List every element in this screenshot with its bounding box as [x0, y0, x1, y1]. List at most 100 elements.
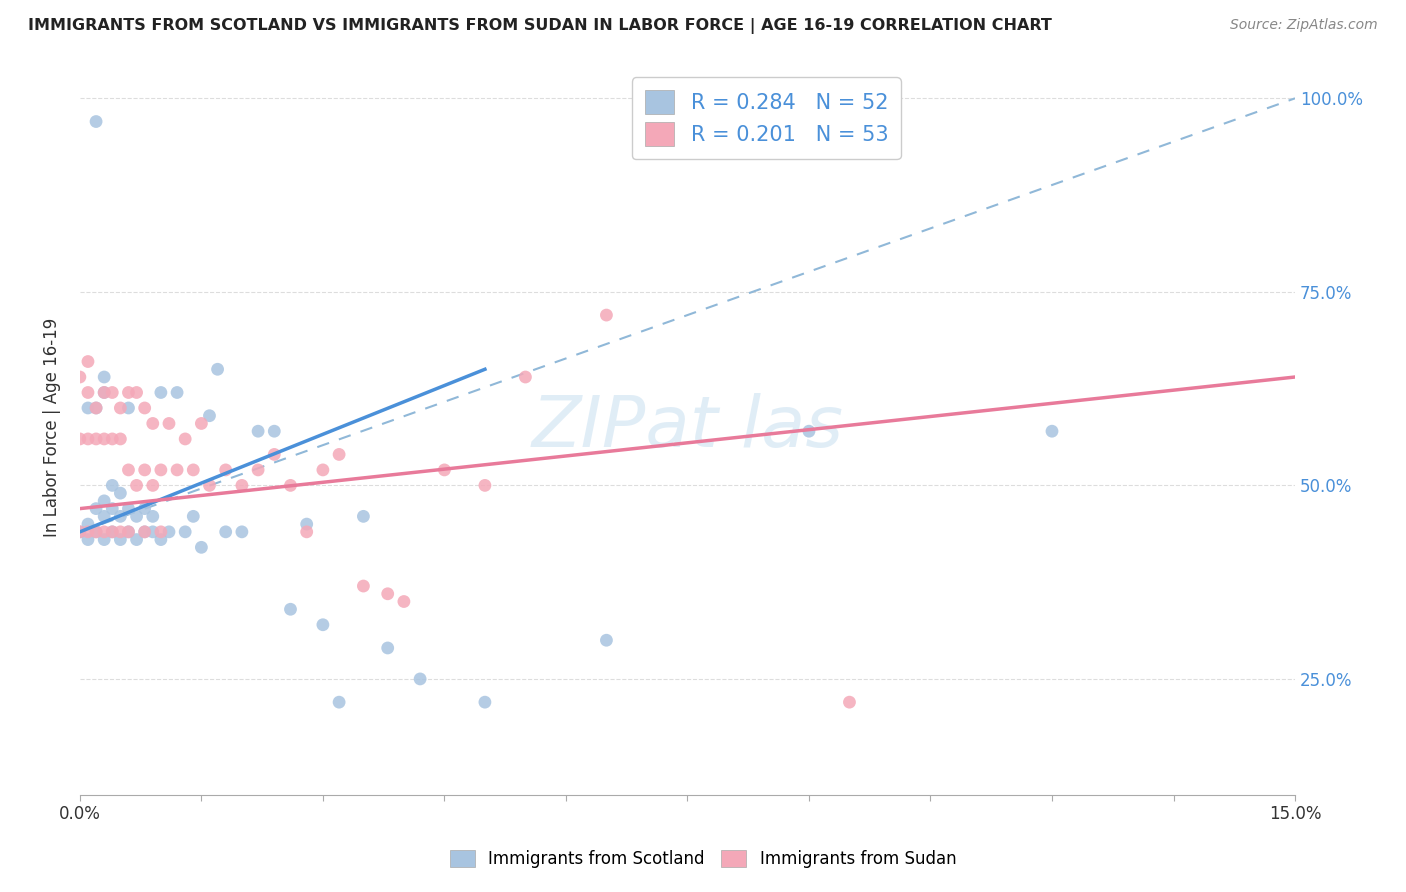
Point: [215, 524, 238, 539]
Point: [190, 541, 212, 555]
Point: [125, 533, 148, 547]
Point: [409, 672, 432, 686]
Point: [328, 695, 350, 709]
Point: [166, 463, 188, 477]
Point: [595, 308, 617, 322]
Point: [181, 509, 204, 524]
Point: [125, 509, 148, 524]
Point: [84, 401, 107, 415]
Point: [247, 424, 270, 438]
Point: [101, 385, 124, 400]
Point: [295, 517, 318, 532]
Point: [263, 447, 285, 461]
Point: [174, 432, 197, 446]
Text: Source: ZipAtlas.com: Source: ZipAtlas.com: [1230, 18, 1378, 32]
Point: [110, 533, 132, 547]
Point: [93, 385, 115, 400]
Point: [142, 524, 165, 539]
Point: [117, 524, 139, 539]
Point: [207, 362, 229, 376]
Point: [117, 385, 139, 400]
Point: [215, 463, 238, 477]
Y-axis label: In Labor Force | Age 16-19: In Labor Force | Age 16-19: [44, 318, 60, 537]
Point: [84, 401, 107, 415]
Point: [134, 401, 156, 415]
Point: [134, 463, 156, 477]
Point: [142, 417, 165, 431]
Point: [125, 478, 148, 492]
Point: [312, 617, 335, 632]
Point: [69, 524, 91, 539]
Point: [93, 432, 115, 446]
Point: [110, 509, 132, 524]
Point: [797, 424, 820, 438]
Point: [838, 695, 860, 709]
Point: [101, 524, 124, 539]
Point: [474, 478, 496, 492]
Point: [117, 401, 139, 415]
Legend: R = 0.284   N = 52, R = 0.201   N = 53: R = 0.284 N = 52, R = 0.201 N = 53: [633, 78, 901, 159]
Point: [328, 447, 350, 461]
Point: [84, 524, 107, 539]
Point: [117, 524, 139, 539]
Point: [280, 478, 302, 492]
Point: [93, 385, 115, 400]
Point: [84, 501, 107, 516]
Point: [157, 524, 180, 539]
Point: [84, 114, 107, 128]
Point: [174, 524, 197, 539]
Point: [142, 478, 165, 492]
Point: [77, 432, 100, 446]
Point: [231, 478, 253, 492]
Point: [110, 432, 132, 446]
Point: [117, 463, 139, 477]
Point: [69, 524, 91, 539]
Point: [149, 463, 172, 477]
Point: [101, 478, 124, 492]
Point: [101, 524, 124, 539]
Point: [198, 409, 221, 423]
Point: [125, 385, 148, 400]
Point: [190, 417, 212, 431]
Point: [377, 640, 399, 655]
Point: [101, 432, 124, 446]
Point: [595, 633, 617, 648]
Point: [377, 587, 399, 601]
Point: [93, 494, 115, 508]
Point: [352, 579, 374, 593]
Legend: Immigrants from Scotland, Immigrants from Sudan: Immigrants from Scotland, Immigrants fro…: [443, 843, 963, 875]
Point: [149, 533, 172, 547]
Point: [84, 524, 107, 539]
Point: [280, 602, 302, 616]
Point: [93, 533, 115, 547]
Point: [149, 385, 172, 400]
Point: [433, 463, 456, 477]
Point: [77, 524, 100, 539]
Text: ZIPat las: ZIPat las: [531, 392, 844, 462]
Point: [77, 354, 100, 368]
Point: [117, 501, 139, 516]
Point: [392, 594, 415, 608]
Point: [263, 424, 285, 438]
Point: [101, 501, 124, 516]
Point: [474, 695, 496, 709]
Point: [84, 432, 107, 446]
Point: [352, 509, 374, 524]
Point: [93, 370, 115, 384]
Point: [149, 524, 172, 539]
Text: IMMIGRANTS FROM SCOTLAND VS IMMIGRANTS FROM SUDAN IN LABOR FORCE | AGE 16-19 COR: IMMIGRANTS FROM SCOTLAND VS IMMIGRANTS F…: [28, 18, 1052, 34]
Point: [93, 524, 115, 539]
Point: [77, 533, 100, 547]
Point: [181, 463, 204, 477]
Point: [157, 417, 180, 431]
Point: [69, 370, 91, 384]
Point: [312, 463, 335, 477]
Point: [1040, 424, 1063, 438]
Point: [134, 501, 156, 516]
Point: [110, 486, 132, 500]
Point: [295, 524, 318, 539]
Point: [110, 401, 132, 415]
Point: [77, 385, 100, 400]
Point: [134, 524, 156, 539]
Point: [77, 401, 100, 415]
